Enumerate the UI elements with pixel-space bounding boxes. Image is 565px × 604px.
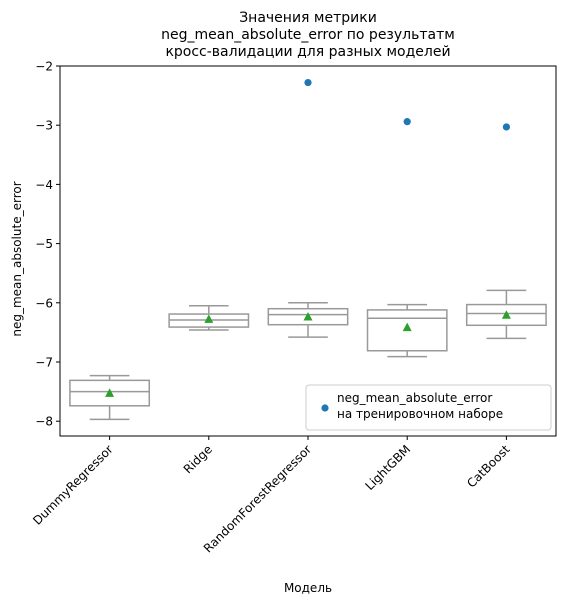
title-line: кросс-валидации для разных моделей [165, 44, 450, 60]
mean-marker [402, 322, 412, 332]
x-tick-label: DummyRegressor [30, 442, 116, 528]
y-axis: −8 −7 −6 −5 −4 −3 −2 [35, 60, 60, 429]
title-line: neg_mean_absolute_error по результатм [161, 27, 455, 43]
y-tick-label: −8 [35, 415, 53, 429]
x-axis: DummyRegressor RidgeRandomForestRegressor… [30, 436, 513, 555]
box-DummyRegressor [69, 374, 151, 421]
legend-box [305, 384, 552, 431]
legend-label: neg_mean_absolute_error [337, 391, 492, 405]
box-CatBoost [465, 289, 547, 340]
mean-marker [303, 312, 313, 321]
x-tick-label: Ridge [181, 442, 215, 476]
legend: neg_mean_absolute_error на тренировочном … [305, 384, 552, 431]
chart-title: Значения метрикиneg_mean_absolute_error … [161, 10, 455, 60]
plot-area [59, 65, 557, 437]
box-Ridge [168, 305, 250, 331]
mean-marker [501, 310, 511, 319]
train-point-LightGBM [403, 118, 411, 126]
y-tick-label: −3 [35, 119, 53, 133]
title-line: Значения метрики [239, 10, 377, 26]
y-tick-label: −5 [35, 237, 53, 251]
x-axis-label: Модель [284, 581, 332, 595]
legend-label: на тренировочном наборе [337, 407, 503, 421]
y-tick-label: −4 [35, 178, 53, 192]
y-axis-label: neg_mean_absolute_error [10, 181, 24, 336]
y-tick-label: −2 [35, 60, 53, 74]
y-tick-label: −7 [35, 356, 53, 370]
x-tick-label: RandomForestRegressor [201, 442, 314, 555]
legend-marker [321, 404, 329, 412]
box-LightGBM [366, 303, 448, 358]
mean-marker [204, 314, 214, 323]
train-point-RandomForestRegressor [304, 78, 312, 87]
box-RandomForestRegressor [267, 302, 349, 338]
x-tick-label: LightGBM [363, 442, 414, 493]
mean-marker [105, 388, 115, 397]
train-point-CatBoost [502, 123, 510, 131]
y-tick-label: −6 [35, 296, 53, 310]
x-tick-label: CatBoost [464, 442, 513, 491]
